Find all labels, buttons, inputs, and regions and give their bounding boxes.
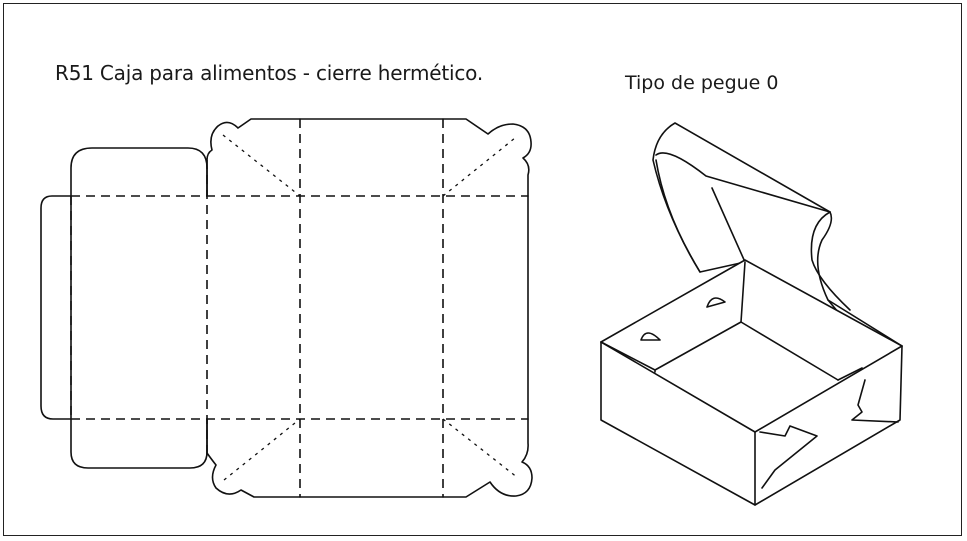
lock-tab-left (640, 332, 661, 341)
left-glue-flap (40, 195, 72, 420)
front-tuck-flap (759, 425, 818, 489)
bottom-left-ear (206, 418, 301, 498)
top-left-ear (206, 118, 301, 197)
perf-bottom-left (223, 418, 301, 481)
diagram-title: R51 Caja para alimentos - cierre herméti… (55, 61, 483, 85)
top-right-ear (442, 118, 532, 197)
perf-bottom-right (442, 418, 519, 479)
right-tuck-flap (851, 379, 899, 423)
perf-top-left (222, 134, 301, 197)
assembled-box (600, 122, 903, 506)
lid-left-edge (655, 159, 701, 273)
inner-right-wall (837, 367, 863, 381)
lid-fold-curve (810, 211, 851, 311)
bottom-right-ear (442, 418, 533, 498)
diagram-frame (3, 3, 962, 536)
perf-top-right (442, 137, 516, 197)
lock-tab-right (706, 297, 726, 308)
lid-inner-line (711, 187, 746, 263)
inner-left-wall (600, 341, 656, 373)
inner-wall-vertical (740, 261, 746, 323)
closure-type-label: Tipo de pegue 0 (625, 72, 779, 94)
lid-top-edge (655, 152, 831, 213)
die-cut-net (40, 118, 533, 498)
box-body (600, 259, 903, 506)
